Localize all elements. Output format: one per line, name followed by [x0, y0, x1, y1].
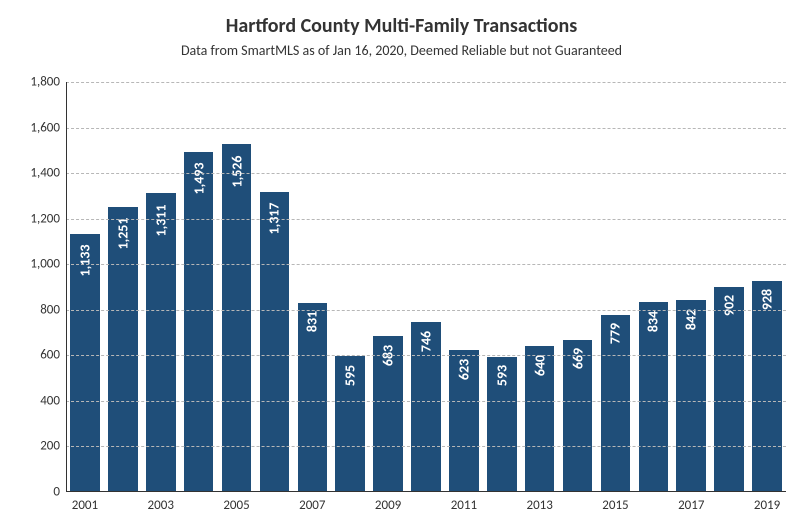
bar: 593 [487, 357, 517, 492]
bar: 669 [563, 340, 593, 492]
bar-value-label: 623 [455, 359, 472, 380]
x-tick-label: 2003 [148, 492, 174, 513]
title-block: Hartford County Multi-Family Transaction… [0, 14, 803, 59]
bar-value-label: 593 [493, 365, 510, 386]
bar-value-label: 746 [417, 330, 434, 351]
bar: 902 [714, 287, 744, 492]
bar: 834 [639, 302, 669, 492]
bars-layer: 1,1331,2511,3111,4931,5261,3178315956837… [66, 82, 786, 492]
bar-value-label: 1,133 [76, 245, 93, 277]
bar: 1,493 [184, 152, 214, 492]
x-tick-label: 2005 [223, 492, 249, 513]
y-tick-label: 1,000 [30, 257, 66, 272]
x-tick-label: 2015 [602, 492, 628, 513]
bar-value-label: 842 [683, 309, 700, 330]
bar-value-label: 928 [759, 289, 776, 310]
bar-value-label: 1,526 [228, 155, 245, 187]
bar: 640 [525, 346, 555, 492]
bar-value-label: 902 [721, 295, 738, 316]
bar: 1,133 [70, 234, 100, 492]
y-axis-line [66, 82, 67, 492]
chart-container: Hartford County Multi-Family Transaction… [0, 0, 803, 532]
x-tick-label: 2009 [375, 492, 401, 513]
bar-value-label: 1,493 [190, 163, 207, 195]
y-tick-label: 1,600 [30, 120, 66, 135]
bar: 595 [335, 356, 365, 492]
y-tick-label: 200 [40, 439, 66, 454]
chart-subtitle: Data from SmartMLS as of Jan 16, 2020, D… [0, 42, 803, 59]
bar-value-label: 779 [607, 323, 624, 344]
gridline [66, 401, 786, 402]
y-tick-label: 1,200 [30, 211, 66, 226]
plot-area: 1,1331,2511,3111,4931,5261,3178315956837… [66, 82, 786, 492]
x-tick-label: 2011 [451, 492, 477, 513]
gridline [66, 446, 786, 447]
bar: 779 [601, 315, 631, 492]
gridline [66, 264, 786, 265]
gridline [66, 82, 786, 83]
x-tick-label: 2019 [754, 492, 780, 513]
gridline [66, 219, 786, 220]
gridline [66, 355, 786, 356]
bar: 1,251 [108, 207, 138, 492]
bar-value-label: 831 [304, 311, 321, 332]
y-tick-label: 1,400 [30, 166, 66, 181]
bar-value-label: 669 [569, 348, 586, 369]
bar: 842 [676, 300, 706, 492]
chart-title: Hartford County Multi-Family Transaction… [0, 14, 803, 38]
x-tick-label: 2001 [72, 492, 98, 513]
y-tick-label: 400 [40, 393, 66, 408]
gridline [66, 173, 786, 174]
gridline [66, 310, 786, 311]
bar-value-label: 834 [645, 310, 662, 331]
y-tick-label: 1,800 [30, 75, 66, 90]
gridline [66, 128, 786, 129]
bar: 928 [752, 281, 782, 492]
bar: 683 [373, 336, 403, 492]
y-tick-label: 0 [53, 485, 66, 500]
bar-value-label: 1,251 [114, 218, 131, 250]
x-tick-label: 2017 [678, 492, 704, 513]
bar-value-label: 595 [342, 365, 359, 386]
bar: 623 [449, 350, 479, 492]
bar: 1,526 [222, 144, 252, 492]
bar: 746 [411, 322, 441, 492]
x-tick-label: 2013 [526, 492, 552, 513]
bar-value-label: 640 [531, 355, 548, 376]
y-tick-label: 800 [40, 302, 66, 317]
bar: 831 [298, 303, 328, 492]
bar-value-label: 1,311 [152, 204, 169, 236]
y-tick-label: 600 [40, 348, 66, 363]
x-tick-label: 2007 [299, 492, 325, 513]
